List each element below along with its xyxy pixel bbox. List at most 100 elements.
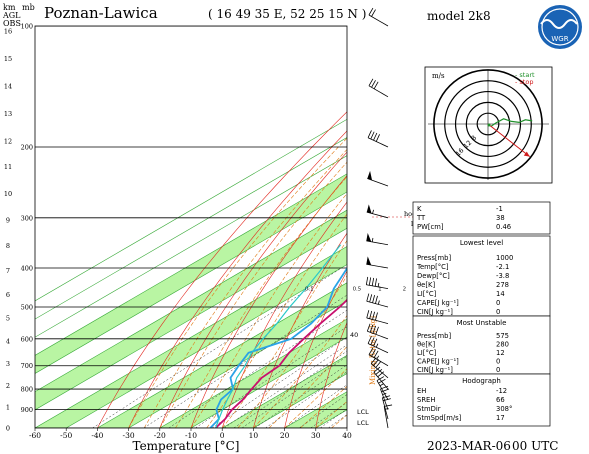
stat-lowest-label: Temp[°C] <box>416 263 449 271</box>
stat-lowest-label: CIN[J kg⁻¹] <box>417 308 453 316</box>
wind-barb <box>366 233 389 246</box>
mixing-tick-label: 0.1 <box>305 287 314 293</box>
wind-barb <box>366 256 389 269</box>
wind-barb-feather <box>366 293 370 302</box>
isotherm-line <box>35 191 347 374</box>
km-tick-label: 0 <box>6 425 10 433</box>
x-axis-label: Temperature [°C] <box>133 439 240 453</box>
wind-barb-feather <box>366 310 370 319</box>
stat-unstable-value: 0 <box>496 366 500 374</box>
model-label: model 2k8 <box>427 9 491 23</box>
wind-barb-half-feather <box>379 383 384 387</box>
moist-adiabat <box>300 385 347 428</box>
stat-index-label: PW[cm] <box>417 223 444 231</box>
stat-lowest-value: -3.8 <box>496 272 509 280</box>
mixing-tick-label: 0.5 <box>353 287 362 293</box>
wind-barb-feather <box>371 349 376 357</box>
hodograph-ring-label: 12 <box>462 139 474 151</box>
wind-barb-feather <box>371 9 376 17</box>
wind-barb <box>367 130 389 148</box>
pressure-tick-label: 800 <box>21 386 33 394</box>
stats-section-title: Most Unstable <box>457 319 507 327</box>
km-tick-label: 3 <box>6 360 10 368</box>
series-parcel-line <box>215 244 342 428</box>
wind-barb-staff <box>366 284 389 289</box>
wind-barb-staff <box>367 343 389 354</box>
wind-barb-half-feather <box>375 343 379 348</box>
stat-unstable-label: CIN[J kg⁻¹] <box>417 366 453 374</box>
stats-section-title: Hodograph <box>462 377 501 385</box>
wind-barb-half-feather <box>377 300 380 305</box>
stat-unstable-value: 575 <box>496 332 509 340</box>
wind-barb-feather <box>368 347 374 355</box>
stat-lowest-value: 0 <box>496 308 500 316</box>
logo-icon: WGR <box>538 5 582 49</box>
stat-lowest-label: θe[K] <box>417 281 435 289</box>
wind-barb-feather <box>367 130 372 138</box>
km-tick-label: 9 <box>6 216 10 224</box>
wind-barb-staff <box>367 137 389 148</box>
wind-barb-feather <box>368 277 372 286</box>
wind-barb-feather <box>365 276 369 285</box>
hodograph-trace <box>490 118 533 128</box>
wind-barb-feather <box>375 134 380 142</box>
wind-barb-feather <box>368 78 374 86</box>
dry-adiabat <box>221 201 347 428</box>
wind-barb-feather <box>372 295 376 303</box>
km-tick-label: 15 <box>4 55 12 63</box>
stat-lowest-label: Press[mb] <box>417 254 451 262</box>
x-tick-label: 10 <box>249 431 259 440</box>
wind-barb <box>376 376 389 400</box>
x-tick-label: -30 <box>123 431 135 440</box>
isotherm-line <box>190 336 347 428</box>
x-tick-label: 40 <box>342 431 352 440</box>
stat-unstable-label: θe[K] <box>417 341 435 349</box>
wind-barb-feather <box>371 277 375 286</box>
stat-hodo-value: 308° <box>496 405 512 413</box>
wind-barb <box>366 204 389 219</box>
wind-barb-feather <box>372 325 377 334</box>
side-label-40: 40 <box>350 331 358 339</box>
isotherm-band <box>35 210 347 410</box>
series-temperature-line <box>214 298 347 428</box>
moist-adiabat <box>143 149 347 428</box>
obs-label: OBS <box>3 19 21 28</box>
hodograph-start-marker <box>487 123 491 127</box>
hodo-legend-start: - start <box>515 71 535 79</box>
x-tick-label: -20 <box>154 431 166 440</box>
km-tick-label: 6 <box>6 291 10 299</box>
wind-barb-feather <box>373 81 379 89</box>
wind-barb-staff <box>380 388 389 410</box>
stat-hodo-label: EH <box>417 387 426 395</box>
stat-lowest-label: LI[°C] <box>417 290 437 298</box>
hodo-legend-stop: - stop <box>515 78 533 86</box>
moist-adiabat <box>175 176 347 428</box>
wind-barb-flag <box>366 204 372 214</box>
isotherm-line <box>222 355 347 428</box>
wind-barb-feather <box>375 295 378 304</box>
wind-barb-feather <box>373 132 378 141</box>
stats-panel: K -1 TT 38 PW[cm] 0.46 Lowest level Press[mb] 10… <box>412 201 551 427</box>
km-tick-label: 7 <box>6 267 10 275</box>
wind-barb-staff <box>366 317 389 325</box>
moist-adiabat <box>237 275 347 428</box>
hodo-unit: m/s <box>432 72 445 80</box>
km-tick-label: 14 <box>4 83 12 91</box>
isotherm-line <box>66 264 347 428</box>
dry-adiabat <box>159 151 347 428</box>
series-dewpoint-line <box>209 266 347 428</box>
dry-adiabat <box>97 111 347 428</box>
wind-barb-feather <box>384 404 393 407</box>
wind-barb-feather <box>377 371 385 378</box>
km-tick-label: 13 <box>4 110 12 118</box>
isotherm-line <box>35 227 347 411</box>
wind-barb-flag <box>366 256 372 266</box>
wind-barb <box>366 310 389 325</box>
km-tick-label: 1 <box>6 404 10 412</box>
dry-adiabat <box>556 26 589 428</box>
wind-barb-staff <box>383 406 389 429</box>
x-tick-label: 30 <box>311 431 321 440</box>
sounding-date: 2023-MAR-06 <box>427 439 511 453</box>
stat-lowest-value: 278 <box>496 281 509 289</box>
